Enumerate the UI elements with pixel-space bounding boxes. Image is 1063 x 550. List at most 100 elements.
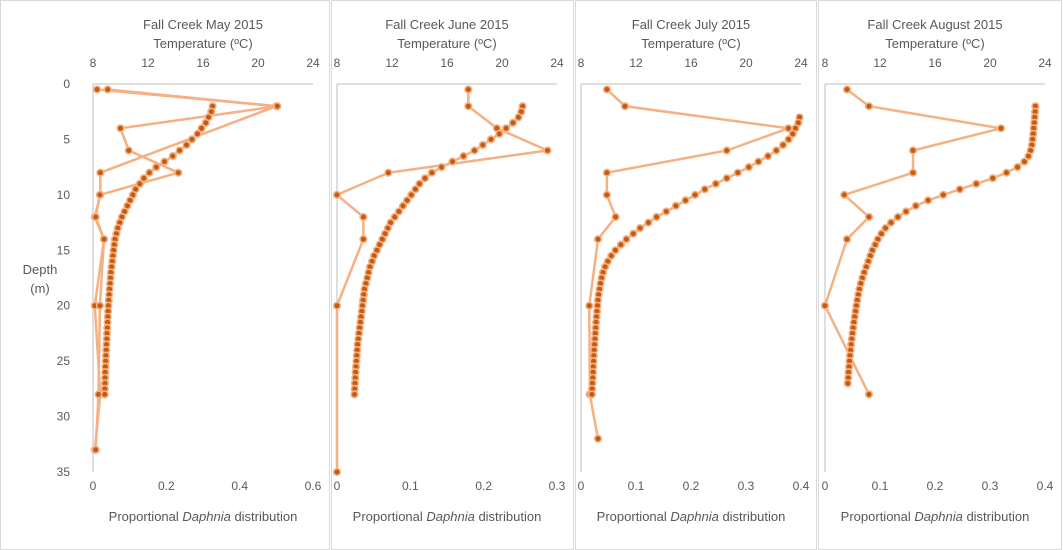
data-point	[864, 390, 874, 399]
data-point	[622, 235, 631, 244]
data-point	[911, 201, 920, 210]
data-point	[464, 85, 473, 94]
proportion-axis-title: Proportional Daphnia distribution	[597, 509, 786, 524]
depth-tick-label: 0	[63, 77, 70, 91]
data-point	[96, 168, 105, 177]
data-point	[939, 190, 948, 199]
proportion-tick-label: 0	[822, 479, 829, 493]
data-point	[135, 179, 144, 188]
data-point	[514, 113, 523, 122]
data-point	[587, 390, 597, 399]
data-point	[91, 445, 100, 454]
data-point	[384, 168, 393, 177]
data-point	[820, 301, 830, 310]
series-line	[335, 89, 549, 472]
data-point	[448, 157, 457, 166]
data-point	[332, 301, 342, 310]
data-point	[662, 207, 671, 216]
panel-title: Fall Creek June 2015	[385, 17, 509, 32]
temperature-tick-label: 24	[550, 56, 564, 70]
depth-axis-label: Depth (m)	[23, 262, 58, 296]
proportion-tick-label: 0.3	[738, 479, 755, 493]
data-point	[99, 235, 109, 244]
data-point	[611, 212, 620, 222]
data-point	[1024, 152, 1033, 161]
depth-tick-label: 10	[57, 188, 71, 202]
data-point	[160, 157, 169, 166]
temperature-tick-label: 24	[306, 56, 320, 70]
data-point	[671, 201, 681, 210]
data-point	[403, 196, 412, 205]
panel-title: Fall Creek August 2015	[867, 17, 1002, 32]
temperature-axis-title: Temperature (ºC)	[641, 36, 740, 51]
proportion-tick-label: 0.1	[402, 479, 419, 493]
temperature-tick-label: 8	[90, 56, 97, 70]
data-point	[182, 140, 191, 150]
data-point	[629, 229, 638, 238]
proportion-tick-label: 0.1	[872, 479, 889, 493]
data-point	[881, 224, 890, 233]
data-point	[840, 190, 849, 199]
data-point	[415, 179, 424, 188]
data-point	[700, 185, 709, 194]
data-point	[772, 146, 781, 155]
chart-panel: Fall Creek May 2015 Temperature (ºC) 8 12 16…	[0, 0, 330, 550]
proportion-tick-label: 0.2	[158, 479, 175, 493]
panel-border	[575, 0, 817, 550]
data-point	[174, 168, 183, 177]
data-point	[893, 212, 903, 222]
proportion-tick-label: 0.4	[231, 479, 248, 493]
panel-border	[818, 0, 1062, 550]
depth-tick-label: 30	[57, 410, 71, 424]
data-point	[124, 146, 133, 155]
data-point	[908, 168, 918, 177]
data-point	[607, 251, 616, 260]
data-point	[593, 434, 603, 443]
data-point	[681, 196, 690, 205]
data-point	[201, 118, 210, 127]
data-point	[744, 163, 753, 172]
data-point	[901, 207, 911, 216]
data-point	[585, 301, 594, 310]
data-point	[842, 235, 852, 244]
data-point	[359, 235, 368, 244]
temperature-tick-label: 20	[739, 56, 753, 70]
proportion-axis-title: Proportional Daphnia distribution	[353, 509, 542, 524]
data-point	[722, 174, 731, 183]
data-point	[763, 152, 773, 161]
data-point	[175, 146, 184, 155]
depth-tick-labels: 0 5 10 15 20 25 30 35	[57, 77, 71, 479]
data-point	[350, 390, 359, 399]
panel-title: Fall Creek May 2015	[143, 17, 263, 32]
data-point	[273, 102, 282, 111]
data-point	[690, 190, 700, 199]
data-point	[788, 129, 797, 138]
data-point	[427, 168, 437, 177]
series-line	[823, 88, 1003, 395]
proportion-tick-label: 0.4	[793, 479, 810, 493]
temperature-axis-title: Temperature (ºC)	[153, 36, 252, 51]
data-point	[733, 168, 742, 177]
temperature-tick-label: 12	[385, 56, 399, 70]
data-point	[593, 235, 603, 244]
data-point	[464, 102, 473, 111]
data-point	[602, 190, 612, 199]
data-point	[398, 201, 408, 210]
data-point	[103, 85, 112, 94]
proportion-tick-label: 0.1	[628, 479, 645, 493]
temperature-tick-label: 20	[251, 56, 265, 70]
data-point	[843, 379, 852, 388]
proportion-tick-label: 0.2	[475, 479, 492, 493]
data-point	[616, 240, 626, 249]
data-point	[411, 185, 420, 194]
data-point	[486, 135, 496, 144]
depth-tick-label: 20	[57, 299, 71, 313]
temperature-tick-label: 20	[495, 56, 509, 70]
proportion-tick-label: 0.4	[1037, 479, 1054, 493]
data-point	[864, 212, 874, 222]
data-point	[652, 212, 661, 222]
temperature-tick-label: 8	[578, 56, 585, 70]
data-point	[923, 196, 933, 205]
data-point	[197, 124, 206, 133]
